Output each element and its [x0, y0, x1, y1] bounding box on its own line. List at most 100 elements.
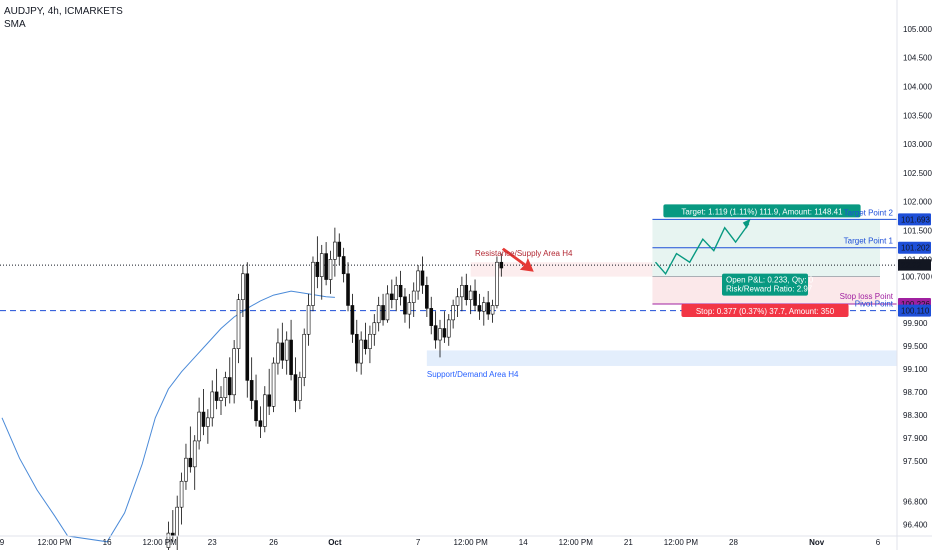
price-tick-label: 99.500	[903, 342, 928, 351]
candle-body	[249, 380, 254, 401]
candle-body	[166, 532, 171, 548]
candle-body	[354, 333, 359, 364]
target-info-label-box	[663, 204, 861, 218]
price-tick-label: 104.000	[903, 82, 932, 91]
price-tick-label: 97.500	[903, 457, 928, 466]
time-tick-label: 7	[416, 538, 421, 547]
candle-body	[223, 377, 228, 398]
candle-body	[333, 241, 337, 260]
price-tag-current: 22:22	[901, 261, 922, 270]
price-tick-label: 105.000	[903, 25, 932, 34]
time-tick-label: Nov	[809, 538, 825, 547]
target-point-1-label: Target Point 1	[844, 237, 894, 246]
time-tick-label: 14	[519, 538, 528, 547]
candle-body	[403, 296, 407, 315]
price-tag-pivot: 100.110	[901, 307, 930, 316]
price-tag-entry-box	[898, 270, 931, 283]
price-axis: 105.000 104.500 104.000 103.500 103.000 102.5…	[896, 0, 932, 550]
time-tick-label: 12:00 PM	[664, 538, 699, 547]
chart-symbol-title: AUDJPY, 4h, ICMARKETS	[4, 6, 123, 17]
candle-body	[262, 394, 267, 427]
target-info-label: Target: 1.119 (1.11%) 111.9, Amount: 114…	[681, 207, 843, 216]
support-zone-label: Support/Demand Area H4	[427, 370, 519, 379]
candle-body	[175, 506, 179, 537]
candle-body	[460, 284, 464, 298]
price-tag-target-2-box	[898, 213, 931, 226]
candle-body	[425, 284, 429, 309]
red-arrow	[501, 247, 534, 272]
candle-body	[381, 305, 385, 321]
candle-body	[385, 293, 390, 321]
sma-indicator-label[interactable]: SMA	[4, 19, 26, 30]
candle-body	[258, 420, 263, 427]
candle-body	[442, 328, 447, 338]
candle-body	[280, 342, 285, 361]
candle-body	[227, 377, 232, 396]
candle-body	[315, 261, 320, 277]
price-tick-label: 99.100	[903, 365, 928, 374]
candle-body	[359, 339, 363, 364]
candle-body	[284, 339, 289, 361]
stop-info-label: Stop: 0.377 (0.37%) 37.7, Amount: 350	[696, 307, 835, 316]
candle-body	[416, 270, 420, 292]
time-tick-label: 12:00 PM	[37, 538, 72, 547]
price-tick-label: 99.900	[903, 319, 928, 328]
candle-body	[201, 411, 206, 427]
candle-body	[306, 305, 311, 335]
annotations-layer: Resistance/Supply Area H4 Support/Demand …	[427, 204, 894, 379]
time-tick-label: 12:00 PM	[454, 538, 489, 547]
time-tick-label: Oct	[328, 538, 342, 547]
price-tag-pivot-box	[898, 304, 931, 317]
projected-path-arrowhead	[742, 218, 751, 229]
price-tick-label: 101.500	[903, 227, 932, 236]
candle-body	[398, 284, 403, 298]
time-axis: 9 12:00 PM 16 12:00 PM 23 26 Oct 7 12:00 PM 14 12:…	[0, 535, 932, 547]
pivot-point-label: Pivot Point	[855, 300, 894, 309]
price-tick-label: 103.000	[903, 140, 932, 149]
candle-body	[499, 261, 504, 269]
price-tag-stop: 100.226	[901, 300, 930, 309]
candle-body	[433, 325, 438, 341]
candle-body	[192, 440, 197, 468]
candle-body	[206, 417, 210, 427]
risk-reward-label: Risk/Reward Ratio: 2.97	[726, 285, 813, 294]
candle-body	[446, 319, 451, 338]
price-tick-label: 102.500	[903, 169, 932, 178]
candle-body	[438, 328, 442, 341]
candle-body	[486, 302, 490, 315]
candle-body	[468, 290, 473, 300]
candle-body	[324, 253, 328, 280]
price-tag-entry: 100.700	[901, 273, 930, 282]
projected-path-line	[654, 223, 750, 276]
open-pnl-box	[722, 273, 808, 296]
candle-body	[376, 305, 381, 324]
time-tick-label: 16	[103, 538, 112, 547]
time-tick-label: 21	[624, 538, 633, 547]
candle-body	[451, 305, 455, 321]
candle-body	[293, 374, 298, 401]
price-tag-target-1: 101.202	[901, 244, 930, 253]
candle-body	[311, 261, 315, 306]
candles-layer	[166, 227, 504, 550]
price-tick-label: 96.800	[903, 497, 928, 506]
candle-body	[420, 270, 425, 286]
open-pnl-label: Open P&L: 0.233, Qty: 0	[726, 276, 814, 285]
candle-body	[455, 296, 460, 306]
price-tick-label: 97.900	[903, 434, 928, 443]
candle-body	[473, 290, 477, 306]
candle-body	[495, 261, 499, 306]
price-tag-target-2: 101.693	[901, 215, 930, 224]
sma-layer	[1, 290, 335, 543]
candle-body	[390, 293, 394, 300]
candle-body	[210, 391, 215, 419]
time-tick-label: 28	[729, 538, 738, 547]
time-tick-label: 26	[269, 538, 278, 547]
resistance-zone-label: Resistance/Supply Area H4	[475, 249, 573, 258]
candle-body	[254, 400, 258, 422]
target-point-2-label: Target Point 2	[844, 208, 894, 217]
candle-body	[346, 273, 350, 306]
candle-body	[236, 299, 241, 349]
candle-body	[188, 457, 193, 468]
time-tick-label: 12:00 PM	[143, 538, 178, 547]
